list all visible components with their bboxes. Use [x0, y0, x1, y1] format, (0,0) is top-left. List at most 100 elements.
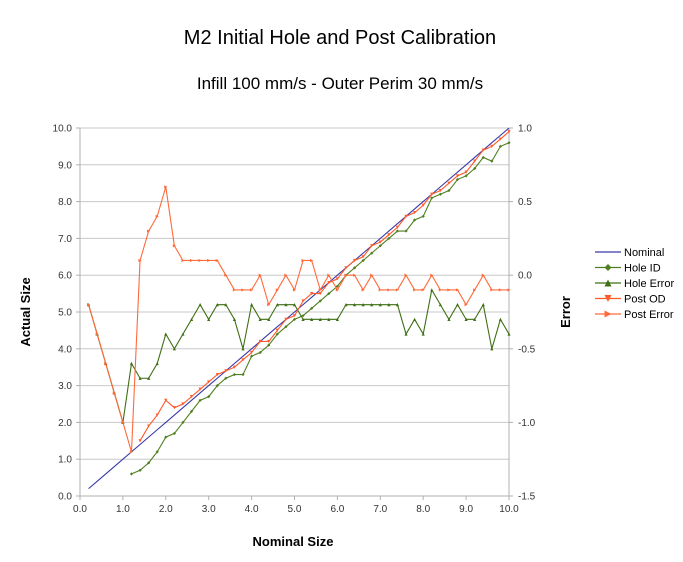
data-point	[258, 317, 262, 321]
data-point	[198, 387, 202, 391]
data-point	[172, 347, 176, 351]
data-point	[267, 343, 271, 347]
data-point	[464, 317, 468, 321]
data-point	[464, 303, 468, 307]
data-point	[129, 361, 134, 366]
data-point	[232, 365, 237, 369]
series-line	[139, 131, 510, 442]
x-tick-label: 0.0	[73, 504, 87, 515]
data-point	[507, 141, 511, 145]
data-point	[86, 303, 91, 307]
data-point	[258, 273, 262, 277]
data-point	[172, 244, 176, 248]
legend-marker	[604, 310, 612, 318]
data-point	[498, 144, 503, 148]
data-point	[138, 258, 142, 263]
data-point	[215, 303, 219, 307]
data-point	[310, 292, 314, 296]
data-point	[284, 303, 288, 307]
data-point	[498, 137, 503, 141]
data-point	[181, 420, 185, 424]
data-point	[189, 258, 194, 263]
data-point	[172, 406, 176, 410]
data-point	[498, 288, 503, 292]
data-point	[438, 303, 442, 307]
data-point	[155, 214, 159, 218]
series-line	[88, 186, 509, 452]
data-point	[207, 395, 211, 399]
data-point	[464, 174, 468, 178]
y-tick-label: 10.0	[53, 124, 73, 135]
data-point	[438, 288, 442, 292]
data-point	[473, 317, 477, 321]
data-point	[250, 354, 254, 358]
data-point	[138, 439, 142, 443]
data-point	[267, 303, 271, 307]
legend-label: Hole Error	[624, 278, 674, 290]
data-point	[267, 317, 271, 321]
data-point	[507, 332, 511, 336]
data-point	[215, 372, 219, 377]
data-point	[318, 299, 322, 303]
x-tick-label: 9.0	[459, 504, 473, 515]
data-point	[507, 130, 511, 134]
data-point	[241, 372, 245, 377]
axes: 0.01.02.03.04.05.06.07.08.09.010.0-1.5-1…	[53, 124, 536, 516]
data-point	[430, 288, 434, 292]
data-point	[327, 292, 331, 296]
data-point	[430, 196, 434, 200]
data-point	[258, 350, 262, 355]
data-point	[112, 391, 116, 395]
data-point	[198, 303, 202, 307]
data-point	[481, 273, 485, 277]
legend: Nominal Hole ID Hole Error Post OD Post Erro…	[595, 247, 674, 321]
x-tick-label: 2.0	[159, 504, 173, 515]
data-point	[490, 144, 494, 148]
data-point	[129, 450, 134, 454]
data-point	[207, 258, 211, 263]
data-point	[335, 277, 339, 281]
x-tick-label: 6.0	[330, 504, 344, 515]
legend-item: Hole Error	[595, 278, 674, 290]
data-point	[164, 398, 168, 402]
x-tick-label: 5.0	[288, 504, 302, 515]
data-point	[387, 288, 391, 292]
data-point	[481, 155, 485, 160]
data-point	[473, 166, 477, 171]
data-point	[352, 303, 357, 307]
series-line	[88, 288, 510, 423]
data-point	[241, 358, 245, 362]
data-point	[155, 361, 159, 366]
data-point	[370, 251, 374, 255]
legend-item: Post OD	[595, 294, 666, 306]
data-point	[301, 317, 305, 321]
data-point	[447, 317, 451, 321]
data-point	[404, 229, 408, 233]
y-tick-label: 1.0	[58, 455, 72, 466]
data-point	[181, 332, 185, 336]
data-point	[413, 317, 417, 321]
y-tick-label: 8.0	[58, 197, 72, 208]
data-point	[224, 303, 228, 307]
data-point	[438, 192, 442, 196]
data-point	[395, 225, 400, 229]
data-point	[267, 339, 271, 344]
data-point	[378, 240, 382, 244]
data-point	[292, 317, 297, 321]
data-point	[232, 288, 237, 292]
y2-axis-label: Error	[558, 296, 573, 328]
series-hole-id	[129, 141, 511, 476]
data-point	[292, 303, 297, 307]
y2-tick-label: 0.0	[518, 271, 532, 282]
data-point	[224, 376, 228, 380]
data-point	[327, 273, 331, 277]
data-point	[361, 255, 365, 259]
data-point	[258, 339, 262, 344]
data-point	[95, 332, 99, 336]
data-point	[404, 332, 408, 336]
data-point	[413, 288, 417, 292]
data-point	[430, 273, 434, 277]
data-point	[164, 332, 168, 336]
data-point	[224, 273, 228, 277]
